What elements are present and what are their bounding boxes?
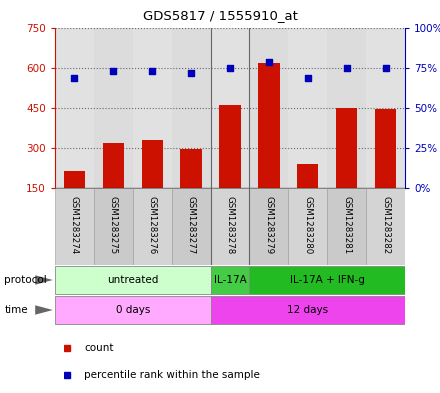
Text: 12 days: 12 days — [287, 305, 328, 315]
Text: GSM1283279: GSM1283279 — [264, 196, 273, 254]
Bar — [366, 28, 405, 188]
Bar — [133, 28, 172, 188]
Bar — [180, 149, 202, 228]
Bar — [211, 188, 249, 265]
Text: GSM1283278: GSM1283278 — [226, 196, 235, 254]
Bar — [249, 28, 288, 188]
Bar — [211, 266, 249, 294]
Text: GSM1283282: GSM1283282 — [381, 196, 390, 254]
Point — [227, 65, 234, 71]
Bar — [297, 164, 319, 228]
Point — [187, 70, 194, 76]
Bar — [55, 28, 94, 188]
Bar — [327, 28, 366, 188]
Point — [71, 74, 78, 81]
Bar — [211, 28, 249, 188]
Bar — [336, 108, 357, 228]
Text: count: count — [84, 343, 114, 353]
Bar — [249, 188, 288, 265]
Bar — [249, 266, 405, 294]
Bar — [288, 28, 327, 188]
Point — [265, 59, 272, 65]
Bar — [133, 188, 172, 265]
Point — [110, 68, 117, 74]
Text: 0 days: 0 days — [116, 305, 150, 315]
Bar — [142, 140, 163, 228]
Bar — [55, 296, 211, 324]
Text: untreated: untreated — [107, 275, 158, 285]
Point — [382, 65, 389, 71]
Bar — [288, 188, 327, 265]
Polygon shape — [35, 305, 53, 315]
Polygon shape — [35, 275, 53, 285]
Text: protocol: protocol — [4, 275, 47, 285]
Text: GSM1283274: GSM1283274 — [70, 196, 79, 254]
Text: IL-17A + IFN-g: IL-17A + IFN-g — [290, 275, 365, 285]
Bar — [172, 28, 211, 188]
Point — [304, 74, 311, 81]
Bar — [327, 188, 366, 265]
Text: GSM1283281: GSM1283281 — [342, 196, 351, 254]
Bar — [366, 188, 405, 265]
Text: percentile rank within the sample: percentile rank within the sample — [84, 370, 260, 380]
Point — [343, 65, 350, 71]
Text: time: time — [4, 305, 28, 315]
Bar — [103, 143, 124, 228]
Text: GSM1283276: GSM1283276 — [148, 196, 157, 254]
Bar — [258, 62, 279, 228]
Bar — [375, 109, 396, 228]
Bar — [219, 105, 241, 228]
Bar — [211, 296, 405, 324]
Bar — [55, 266, 211, 294]
Bar — [55, 188, 94, 265]
Text: IL-17A: IL-17A — [214, 275, 246, 285]
Bar — [172, 188, 211, 265]
Text: GSM1283275: GSM1283275 — [109, 196, 118, 254]
Text: GSM1283277: GSM1283277 — [187, 196, 196, 254]
Bar — [94, 188, 133, 265]
Bar — [64, 171, 85, 228]
Bar — [94, 28, 133, 188]
Point — [149, 68, 156, 74]
Text: GDS5817 / 1555910_at: GDS5817 / 1555910_at — [143, 9, 297, 22]
Text: GSM1283280: GSM1283280 — [303, 196, 312, 254]
